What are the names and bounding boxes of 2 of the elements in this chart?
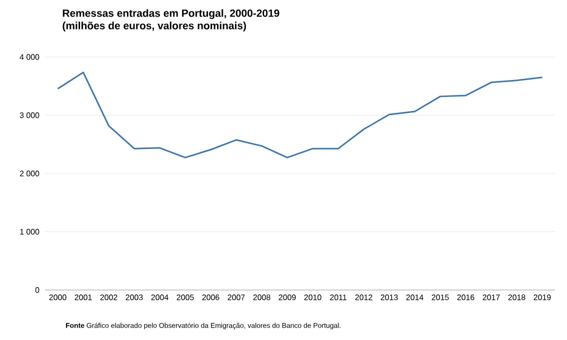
- chart-title: Remessas entradas em Portugal, 2000-2019 (milhões de euros, valores nominais): [62, 9, 280, 32]
- line-series: [57, 72, 544, 158]
